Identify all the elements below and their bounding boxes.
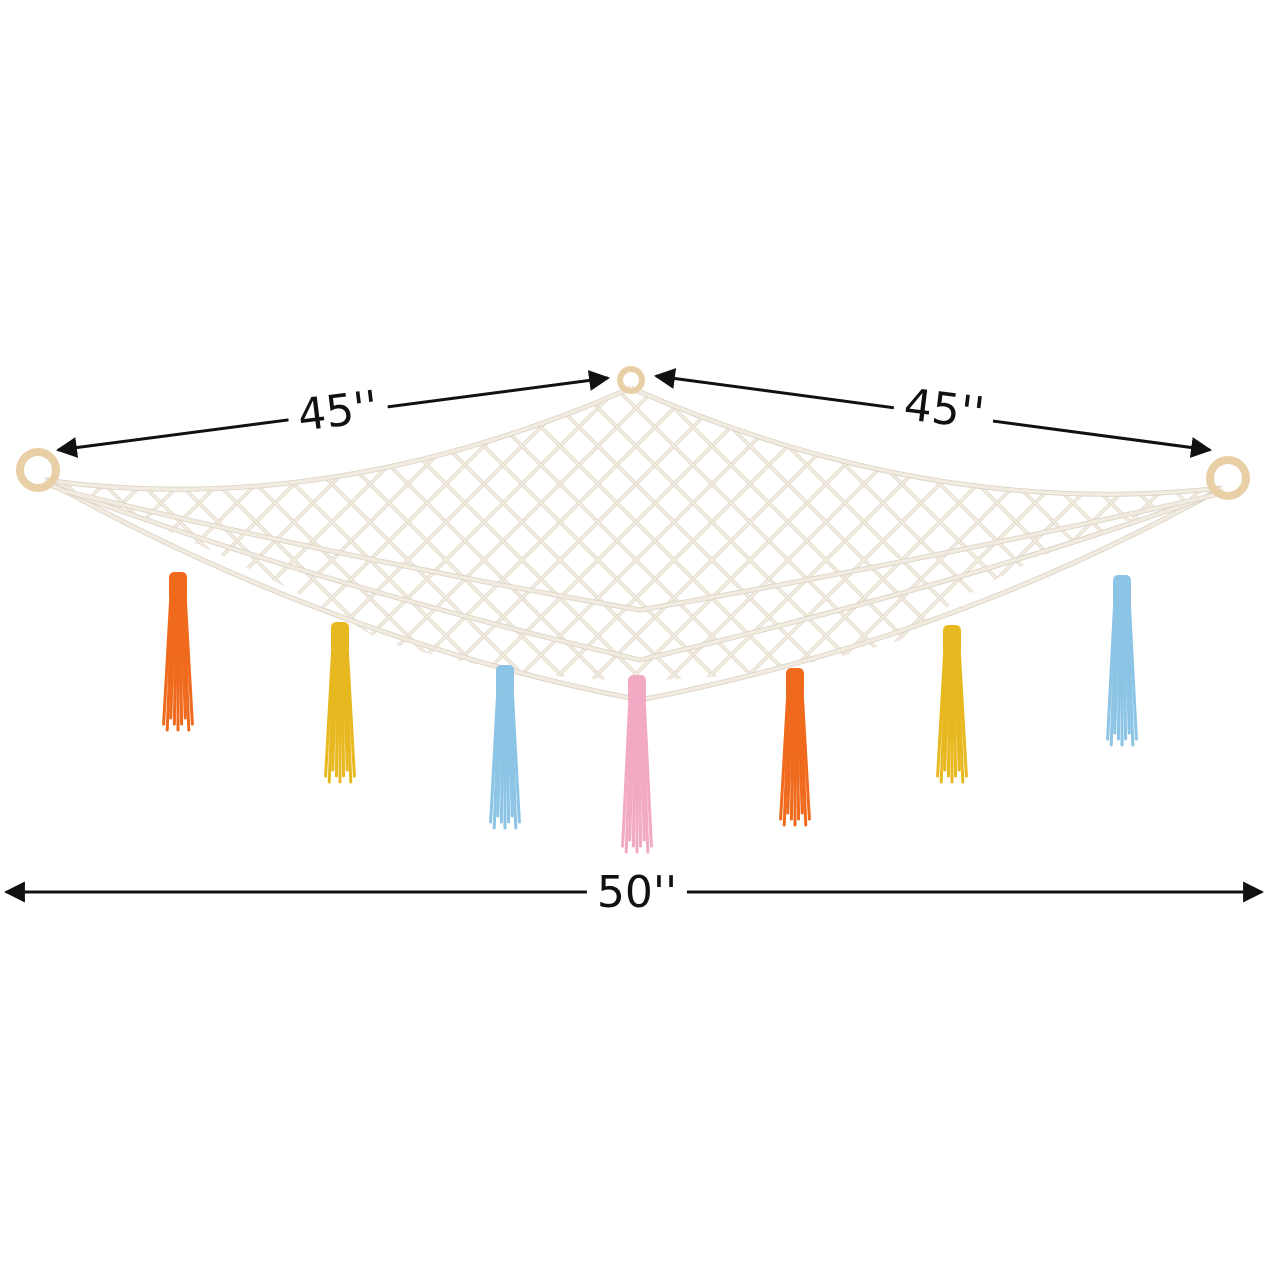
- left-wood-ring-icon: [16, 448, 60, 492]
- tassel: [779, 668, 811, 827]
- net-cord: [49, 483, 1221, 662]
- tassels: [162, 572, 1138, 854]
- total-width-label: 50'': [586, 868, 688, 918]
- tassel: [324, 622, 356, 784]
- net-cord: [59, 488, 1216, 612]
- tassel: [489, 665, 521, 830]
- tassel: [936, 625, 968, 784]
- tassel: [1106, 575, 1138, 747]
- tassel: [621, 675, 653, 854]
- top-wood-ring-icon: [617, 366, 645, 394]
- tassel: [162, 572, 194, 732]
- right-wood-ring-icon: [1206, 456, 1250, 500]
- wooden-rings: [16, 366, 1250, 500]
